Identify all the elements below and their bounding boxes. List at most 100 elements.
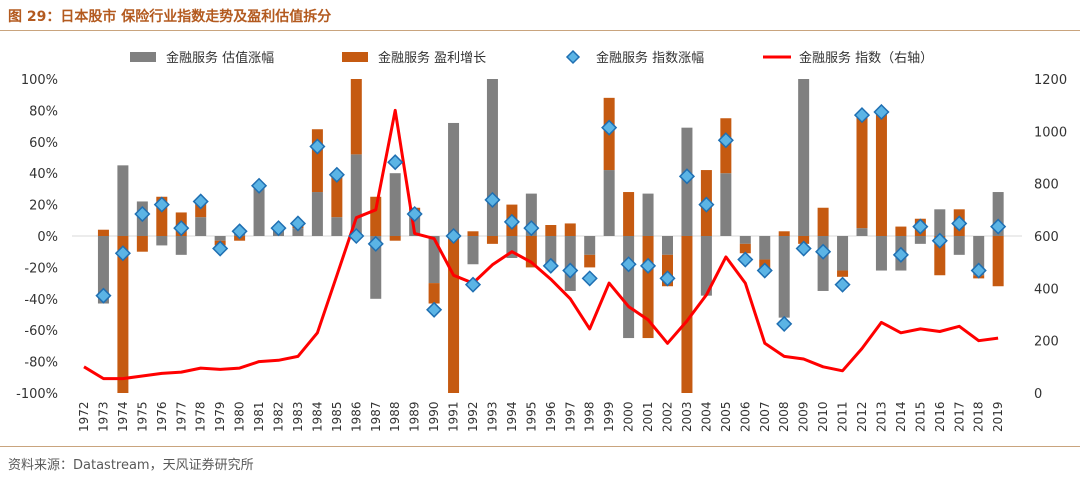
- index-change-marker: [931, 232, 948, 249]
- index-change-marker: [523, 220, 540, 237]
- left-tick-label: -100%: [16, 387, 58, 402]
- legend-label: 金融服务 盈利增长: [378, 50, 486, 66]
- x-tick-label: 2016: [933, 401, 947, 432]
- left-tick-label: -60%: [24, 324, 58, 339]
- left-axis-ticks: 100% 80% 60% 40% 20% 0% -20% -40% -60% -80% -100%: [16, 73, 58, 402]
- x-tick-label: 1982: [272, 401, 286, 432]
- x-tick-label: 2004: [699, 401, 713, 432]
- legend-index-change: 金融服务 指数涨幅: [565, 49, 704, 66]
- x-tick-label: 1974: [116, 401, 130, 432]
- x-tick-label: 1986: [349, 401, 363, 432]
- right-tick-label: 0: [1034, 387, 1042, 402]
- earnings-bar: [837, 270, 849, 277]
- index-change-marker: [270, 220, 287, 237]
- earnings-bar: [856, 115, 868, 229]
- earnings-bar: [778, 231, 790, 236]
- x-tick-label: 1984: [310, 401, 324, 432]
- x-tick-label: 2009: [797, 401, 811, 432]
- x-tick-label: 1997: [563, 401, 577, 432]
- index-line-group: [83, 108, 999, 381]
- index-change-marker: [114, 245, 131, 262]
- index-change-marker: [776, 315, 793, 332]
- x-tick-label: 1981: [252, 401, 266, 432]
- x-tick-label: 1994: [505, 401, 519, 432]
- x-tick-label: 2000: [622, 401, 636, 432]
- x-tick-label: 1998: [583, 401, 597, 432]
- index-change-marker: [95, 287, 112, 304]
- x-tick-label: 1985: [330, 401, 344, 432]
- x-tick-label: 2005: [719, 401, 733, 432]
- index-change-marker: [912, 218, 929, 235]
- index-change-marker: [445, 227, 462, 245]
- index-change-marker: [951, 215, 968, 232]
- valuation-bar: [837, 236, 849, 271]
- valuation-bar: [914, 236, 926, 244]
- x-tick-label: 2013: [874, 401, 888, 432]
- left-tick-label: -20%: [24, 261, 58, 276]
- earnings-bar: [448, 236, 460, 393]
- index-change-marker: [212, 240, 229, 257]
- valuation-bar: [428, 236, 440, 284]
- right-tick-label: 800: [1034, 178, 1059, 193]
- x-tick-label: 2011: [836, 401, 850, 432]
- index-change-marker: [173, 220, 190, 237]
- index-change-marker: [639, 257, 657, 274]
- valuation-bar: [467, 236, 479, 265]
- index-change-marker: [873, 103, 890, 121]
- x-tick-label: 1978: [194, 401, 208, 432]
- legend-index-line: 金融服务 指数（右轴）: [763, 50, 933, 66]
- earnings-bar: [623, 192, 635, 236]
- chart: 金融服务 估值涨幅 金融服务 盈利增长 金融服务 指数涨幅 金融服务 指数（右轴） 1…: [16, 49, 1067, 432]
- x-tick-label: 2014: [894, 401, 908, 432]
- index-change-marker: [562, 262, 579, 279]
- index-change-marker: [387, 154, 404, 171]
- right-tick-label: 1000: [1034, 125, 1067, 140]
- x-tick-label: 1996: [544, 401, 558, 432]
- legend-swatch: [565, 49, 581, 65]
- valuation-bar: [973, 236, 985, 276]
- earnings-bar: [681, 236, 693, 393]
- index-change-marker: [756, 262, 773, 279]
- index-change-marker: [484, 191, 501, 208]
- valuation-bar: [97, 236, 109, 304]
- valuation-bar: [350, 154, 362, 236]
- left-tick-label: 80%: [29, 104, 58, 119]
- index-change-marker: [153, 196, 170, 213]
- legend-label: 金融服务 估值涨幅: [166, 50, 274, 66]
- index-change-marker: [464, 276, 482, 293]
- index-change-marker: [426, 301, 443, 318]
- index-change-markers: [95, 103, 1007, 332]
- valuation-bar: [700, 236, 712, 296]
- legend-valuation: 金融服务 估值涨幅: [130, 50, 274, 66]
- earnings-bar: [350, 79, 362, 155]
- x-tick-label: 1988: [388, 401, 402, 432]
- earnings-bar: [895, 226, 907, 236]
- index-change-marker: [542, 257, 559, 274]
- valuation-bar: [798, 79, 810, 236]
- index-change-marker: [406, 205, 423, 223]
- right-axis-ticks: 1200 1000 800 600 400 200 0: [1034, 73, 1067, 402]
- right-tick-label: 200: [1034, 335, 1059, 350]
- earnings-bar: [428, 283, 440, 304]
- x-tick-label: 2006: [738, 401, 752, 432]
- source-note: 资料来源：Datastream，天风证券研究所: [8, 458, 254, 473]
- valuation-bar: [525, 193, 537, 236]
- valuation-bar: [875, 236, 887, 271]
- earnings-bar: [97, 229, 109, 236]
- earnings-bar: [525, 236, 537, 268]
- valuation-bar: [739, 236, 751, 244]
- left-tick-label: 0%: [37, 230, 58, 245]
- earnings-bar: [156, 196, 168, 236]
- index-change-marker: [581, 270, 598, 287]
- left-tick-label: -40%: [24, 293, 58, 308]
- index-change-marker: [970, 262, 987, 279]
- valuation-bar: [856, 228, 868, 236]
- earnings-bar: [331, 174, 343, 218]
- valuation-bar: [603, 170, 615, 236]
- x-tick-label: 2019: [991, 401, 1005, 432]
- index-change-marker: [250, 177, 268, 194]
- x-tick-label: 2018: [972, 401, 986, 432]
- x-tick-label: 2012: [855, 401, 869, 432]
- valuation-bar: [175, 236, 187, 255]
- index-change-marker: [659, 270, 676, 287]
